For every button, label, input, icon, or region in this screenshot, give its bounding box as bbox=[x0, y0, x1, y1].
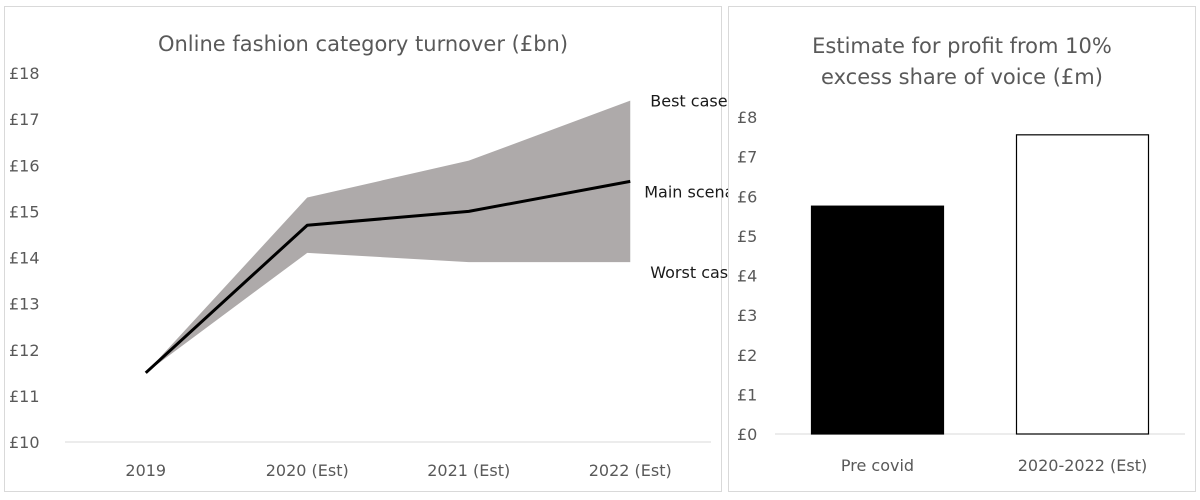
y-tick-label: £17 bbox=[9, 110, 40, 129]
y-tick-label: £4 bbox=[737, 267, 757, 286]
y-tick-label: £13 bbox=[9, 295, 40, 314]
y-tick-label: £12 bbox=[9, 341, 40, 360]
profit-chart-title-line-1: Estimate for profit from 10% bbox=[812, 34, 1112, 58]
profit-chart-title: Estimate for profit from 10% excess shar… bbox=[729, 31, 1195, 93]
y-tick-label: £2 bbox=[737, 346, 757, 365]
profit-chart: £0 £1 £2 £3 £4 £5 £6 £7 £8 Pre covid 2020-2022 (Es… bbox=[737, 108, 1185, 475]
y-tick-label: £8 bbox=[737, 108, 757, 127]
turnover-chart-panel: Online fashion category turnover (£bn) £… bbox=[4, 6, 755, 492]
y-tick-label: £7 bbox=[737, 148, 757, 167]
main-scenario-line bbox=[144, 179, 631, 374]
y-tick-label: £16 bbox=[9, 156, 40, 175]
turnover-chart-title: Online fashion category turnover (£bn) bbox=[157, 32, 569, 56]
x-tick-label: 2020-2022 (Est) bbox=[1018, 456, 1148, 475]
x-tick-label: 2021 (Est) bbox=[427, 461, 510, 480]
y-tick-label: £0 bbox=[737, 425, 757, 444]
bar bbox=[1015, 134, 1150, 435]
best-case-label: Best case bbox=[650, 92, 727, 111]
y-tick-label: £10 bbox=[9, 433, 40, 452]
y-tick-label: £11 bbox=[9, 387, 40, 406]
y-tick-label: £6 bbox=[737, 187, 757, 206]
y-tick-label: £5 bbox=[737, 227, 757, 246]
y-tick-label: £18 bbox=[9, 64, 40, 83]
profit-chart-title-line-2: excess share of voice (£m) bbox=[821, 65, 1103, 89]
bar bbox=[810, 205, 945, 435]
y-tick-label: £3 bbox=[737, 306, 757, 325]
main-scenario-label: Main scenario bbox=[644, 182, 755, 201]
x-tick-label: Pre covid bbox=[841, 456, 914, 475]
y-tick-label: £14 bbox=[9, 249, 40, 268]
x-tick-label: 2022 (Est) bbox=[589, 461, 672, 480]
scenario-range-band bbox=[145, 100, 631, 373]
worst-case-label: Worst case bbox=[650, 263, 738, 282]
x-tick-label: 2020 (Est) bbox=[266, 461, 349, 480]
profit-chart-panel: Estimate for profit from 10% excess shar… bbox=[728, 6, 1196, 492]
y-tick-label: £15 bbox=[9, 202, 40, 221]
turnover-chart: £10 £11 £12 £13 £14 £15 £16 £17 £18 2019 2020 (Est… bbox=[9, 64, 755, 480]
x-tick-label: 2019 bbox=[125, 461, 166, 480]
y-tick-label: £1 bbox=[737, 385, 757, 404]
